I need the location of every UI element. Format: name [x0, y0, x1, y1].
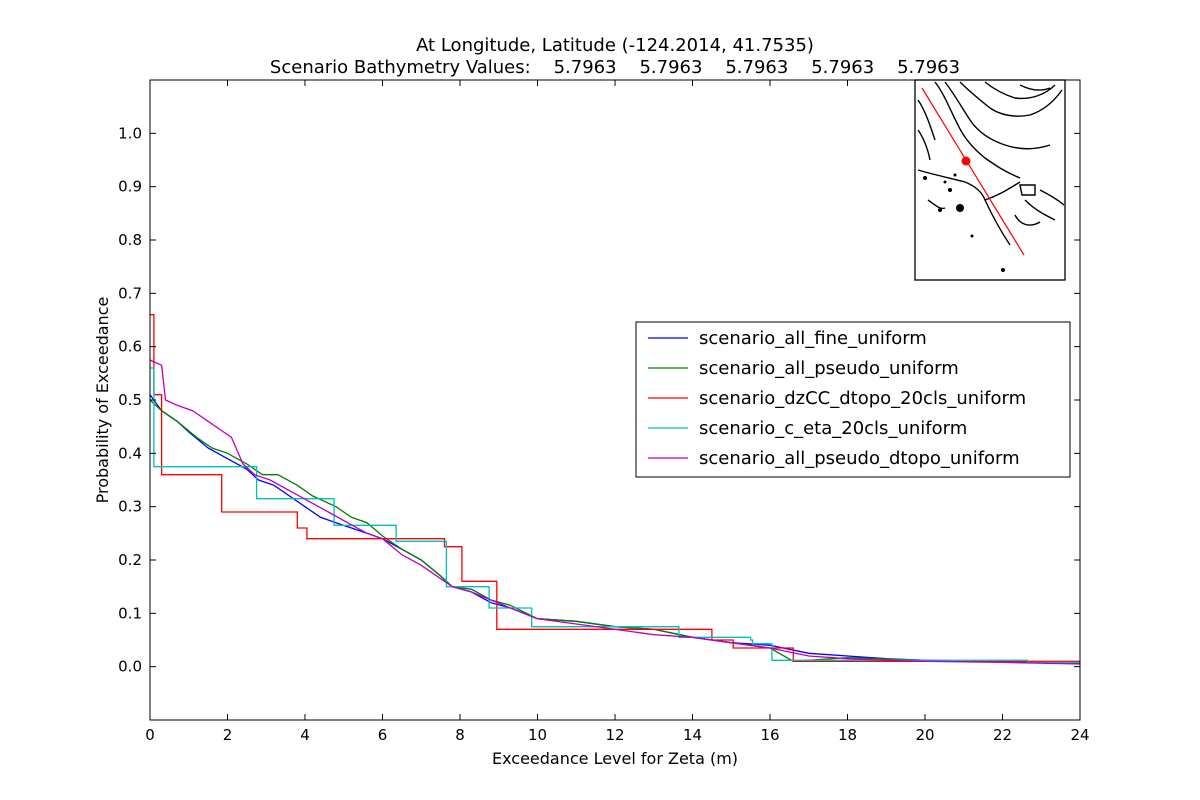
inset-map-location-marker	[961, 156, 971, 166]
y-tick-label: 0.1	[118, 604, 142, 622]
x-tick-label: 0	[145, 726, 155, 744]
y-tick-label: 0.9	[118, 178, 142, 196]
x-tick-label: 18	[838, 726, 857, 744]
inset-map-frame	[914, 79, 1066, 281]
inset-map	[914, 79, 1066, 281]
series-line-3	[150, 314, 1080, 664]
y-tick-label: 0.3	[118, 498, 142, 516]
y-tick-label: 0.7	[118, 284, 142, 302]
legend-label-1: scenario_all_fine_uniform	[699, 328, 927, 349]
inset-map-islands	[923, 173, 1005, 272]
legend-label-2: scenario_all_pseudo_uniform	[699, 358, 959, 379]
y-tick-label: 0.6	[118, 338, 142, 356]
axis-ticks: 0 2 4 6 8 10 12 14 16 18 20 22 240.00.10.20.30.40.50…	[118, 80, 1090, 744]
x-tick-label: 24	[1070, 726, 1089, 744]
x-tick-label: 22	[993, 726, 1012, 744]
legend-label-5: scenario_all_pseudo_dtopo_uniform	[699, 448, 1020, 469]
y-tick-label: 0.8	[118, 231, 142, 249]
chart-title: At Longitude, Latitude (-124.2014, 41.75…	[416, 35, 814, 56]
series-line-4	[150, 367, 1080, 664]
y-axis-label: Probability of Exceedance	[93, 297, 112, 504]
x-tick-label: 8	[455, 726, 465, 744]
x-tick-label: 20	[915, 726, 934, 744]
x-tick-label: 6	[378, 726, 388, 744]
y-tick-label: 0.4	[118, 444, 142, 462]
inset-map-coastline	[917, 81, 1065, 246]
legend: scenario_all_fine_uniform scenario_all_ps…	[635, 321, 1071, 478]
inset-map-track	[921, 87, 1025, 256]
plot-area	[150, 314, 1080, 665]
legend-label-4: scenario_c_eta_20cls_uniform	[699, 418, 967, 439]
series-line-5	[150, 359, 1080, 665]
x-axis-label: Exceedance Level for Zeta (m)	[492, 749, 738, 768]
x-tick-label: 4	[300, 726, 310, 744]
x-tick-label: 2	[223, 726, 233, 744]
legend-label-3: scenario_dzCC_dtopo_20cls_uniform	[699, 388, 1026, 409]
legend-box	[635, 321, 1071, 478]
y-tick-label: 1.0	[118, 124, 142, 142]
x-tick-label: 16	[760, 726, 779, 744]
x-tick-label: 14	[683, 726, 702, 744]
y-tick-label: 0.2	[118, 551, 142, 569]
x-tick-label: 12	[605, 726, 624, 744]
y-tick-label: 0.0	[118, 658, 142, 676]
y-tick-label: 0.5	[118, 391, 142, 409]
x-tick-label: 10	[528, 726, 547, 744]
chart-subtitle: Scenario Bathymetry Values: 5.7963 5.796…	[270, 57, 960, 78]
